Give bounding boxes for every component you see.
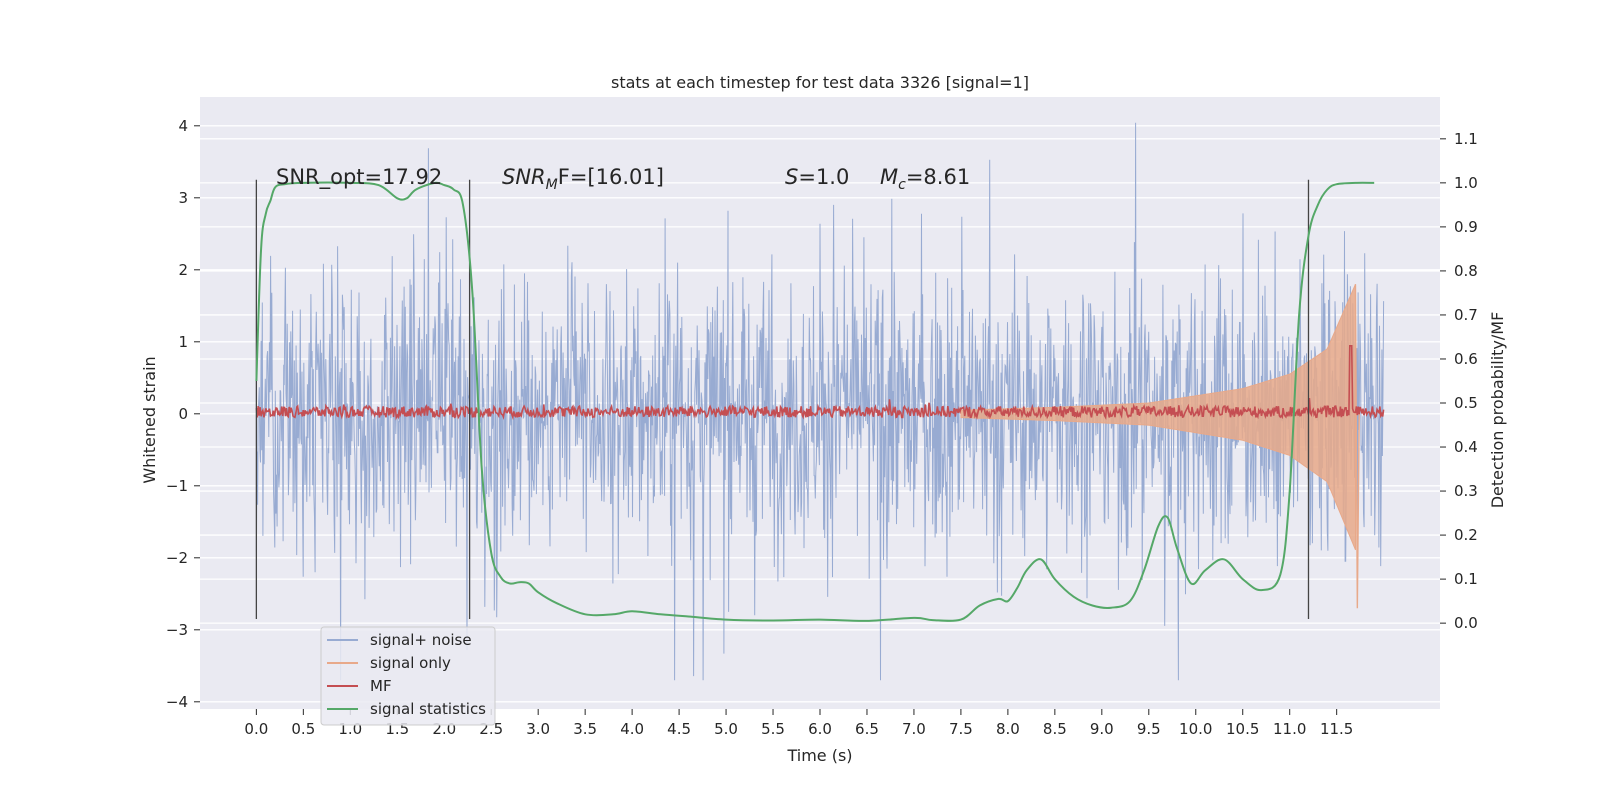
y-tick-label-right: 0.7 [1454, 306, 1478, 324]
x-tick-label: 9.0 [1090, 720, 1114, 738]
annotation-snr-mf: SNRMF=[16.01] [502, 165, 664, 193]
y-tick-label-right: 0.0 [1454, 614, 1478, 632]
mf-line [255, 345, 1385, 421]
y-tick-label-left: 0 [178, 405, 188, 423]
y-tick-label-right: 0.5 [1454, 394, 1478, 412]
axis-ticks: 0.0 0.5 1.0 1.5 2.0 2.5 3.0 3.5 4.0 4.5 5.0 5.5 6.0 6… [166, 117, 1478, 738]
y-tick-label-left: −3 [166, 621, 188, 639]
y-tick-label-left: −2 [166, 549, 188, 567]
annotation-s: S=1.0 [785, 165, 849, 189]
y-tick-label-right: 0.9 [1454, 218, 1478, 236]
signal-statistics-line [255, 181, 1375, 622]
legend-label-signal-only: signal only [370, 654, 451, 672]
x-tick-label: 11.0 [1273, 720, 1306, 738]
x-tick-label: 7.0 [902, 720, 926, 738]
signal-only-series [960, 283, 1360, 609]
x-tick-label: 6.5 [855, 720, 879, 738]
x-tick-label: 8.5 [1043, 720, 1067, 738]
legend-label-signal-statistics: signal statistics [370, 700, 486, 718]
y-tick-label-left: 4 [178, 117, 188, 135]
x-tick-label: 10.5 [1226, 720, 1259, 738]
y-tick-label-left: −1 [166, 477, 188, 495]
x-tick-label: 6.0 [808, 720, 832, 738]
y-tick-label-right: 0.4 [1454, 438, 1478, 456]
x-tick-label: 5.0 [714, 720, 738, 738]
x-tick-label: 8.0 [996, 720, 1020, 738]
y-axis-label-right: Detection probability/MF [1488, 312, 1507, 509]
y-tick-label-left: 1 [178, 333, 188, 351]
y-tick-label-left: −4 [166, 693, 188, 711]
legend-label-mf: MF [370, 677, 392, 695]
x-tick-label: 4.5 [667, 720, 691, 738]
y-axis-label-left: Whitened strain [140, 356, 159, 483]
y-tick-label-right: 0.8 [1454, 262, 1478, 280]
y-tick-label-left: 2 [178, 261, 188, 279]
y-tick-label-right: 0.3 [1454, 482, 1478, 500]
legend-label-signal-noise: signal+ noise [370, 631, 472, 649]
x-tick-label: 7.5 [949, 720, 973, 738]
legend: signal+ noise signal only MF signal stat… [320, 626, 496, 726]
y-tick-label-right: 1.1 [1454, 130, 1478, 148]
x-axis-label: Time (s) [786, 746, 852, 765]
x-tick-label: 0.0 [244, 720, 268, 738]
annotation-snr-opt: SNR_opt=17.92 [276, 165, 442, 190]
x-tick-label: 10.0 [1179, 720, 1212, 738]
chart-title: stats at each timestep for test data 332… [611, 73, 1029, 92]
x-tick-label: 0.5 [291, 720, 315, 738]
mf-series [255, 345, 1385, 421]
y-tick-label-right: 1.0 [1454, 174, 1478, 192]
y-tick-label-left: 3 [178, 189, 188, 207]
x-tick-label: 3.0 [526, 720, 550, 738]
x-tick-label: 9.5 [1137, 720, 1161, 738]
signal-only-area [960, 283, 1356, 551]
x-tick-label: 4.0 [620, 720, 644, 738]
x-tick-label: 3.5 [573, 720, 597, 738]
signal-statistics-series [255, 181, 1375, 622]
legend-box [320, 626, 496, 726]
x-tick-label: 11.5 [1320, 720, 1353, 738]
annotation-mc: Mc=8.61 [880, 165, 970, 193]
x-tick-label: 5.5 [761, 720, 785, 738]
y-tick-label-right: 0.6 [1454, 350, 1478, 368]
y-tick-label-right: 0.1 [1454, 570, 1478, 588]
y-tick-label-right: 0.2 [1454, 526, 1478, 544]
signal-only-merger [1354, 284, 1360, 609]
